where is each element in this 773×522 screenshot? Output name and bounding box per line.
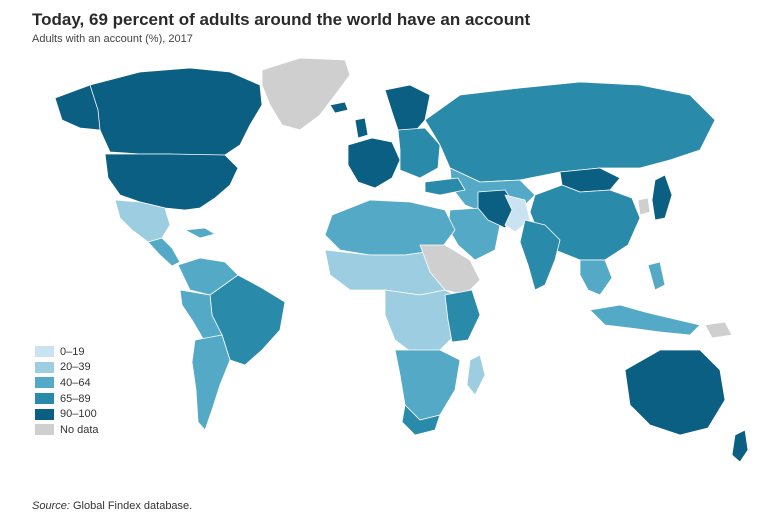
legend-swatch <box>35 361 54 373</box>
legend-item: 65–89 <box>35 391 99 407</box>
region-sudan-ethiopia <box>419 244 481 296</box>
region-scandinavia <box>384 84 431 136</box>
region-afghanistan-pakistan <box>504 194 531 233</box>
legend-label: 90–100 <box>60 408 97 421</box>
source-note: Source: Global Findex database. <box>32 500 192 512</box>
region-india <box>519 219 561 291</box>
region-madagascar <box>466 354 486 396</box>
world-map <box>54 57 749 463</box>
legend: 0–19 20–39 40–64 65–89 90–100 No data <box>35 344 99 438</box>
legend-label: 40–64 <box>60 376 91 389</box>
region-uk <box>354 117 369 139</box>
region-eastern-europe <box>397 127 441 179</box>
legend-label: 65–89 <box>60 392 91 405</box>
source-label: Source: <box>32 500 70 512</box>
region-greenland <box>261 57 351 131</box>
region-australia <box>624 349 726 436</box>
map-title: Today, 69 percent of adults around the w… <box>32 10 531 29</box>
legend-item: No data <box>35 422 99 438</box>
legend-item: 20–39 <box>35 360 99 376</box>
region-iceland <box>329 101 349 114</box>
legend-swatch <box>35 393 54 405</box>
legend-item: 40–64 <box>35 375 99 391</box>
region-southeast-asia <box>579 259 613 296</box>
legend-label: 0–19 <box>60 345 85 358</box>
region-south-africa <box>401 404 441 436</box>
source-text: Global Findex database. <box>69 500 193 512</box>
region-southern-cone <box>191 334 231 431</box>
region-png <box>704 321 733 339</box>
region-caribbean <box>184 227 216 239</box>
region-usa <box>104 153 239 211</box>
legend-swatch <box>35 408 54 420</box>
region-indonesia <box>589 304 701 336</box>
region-korea <box>637 197 651 216</box>
region-japan <box>651 174 673 221</box>
legend-label: No data <box>60 423 99 436</box>
legend-swatch <box>35 424 54 436</box>
region-philippines <box>647 261 666 291</box>
legend-swatch <box>35 377 54 389</box>
region-turkey <box>424 177 466 196</box>
region-russia <box>424 81 716 183</box>
region-central-america <box>147 237 181 267</box>
region-alaska <box>54 84 101 131</box>
legend-item: 0–19 <box>35 344 99 360</box>
region-western-europe <box>347 137 401 189</box>
legend-label: 20–39 <box>60 361 91 374</box>
map-subtitle: Adults with an account (%), 2017 <box>32 33 193 45</box>
region-east-africa <box>444 289 481 343</box>
region-central-africa <box>384 289 466 356</box>
region-canada <box>89 67 263 159</box>
legend-item: 90–100 <box>35 406 99 422</box>
legend-swatch <box>35 346 54 358</box>
region-new-zealand <box>731 429 749 463</box>
